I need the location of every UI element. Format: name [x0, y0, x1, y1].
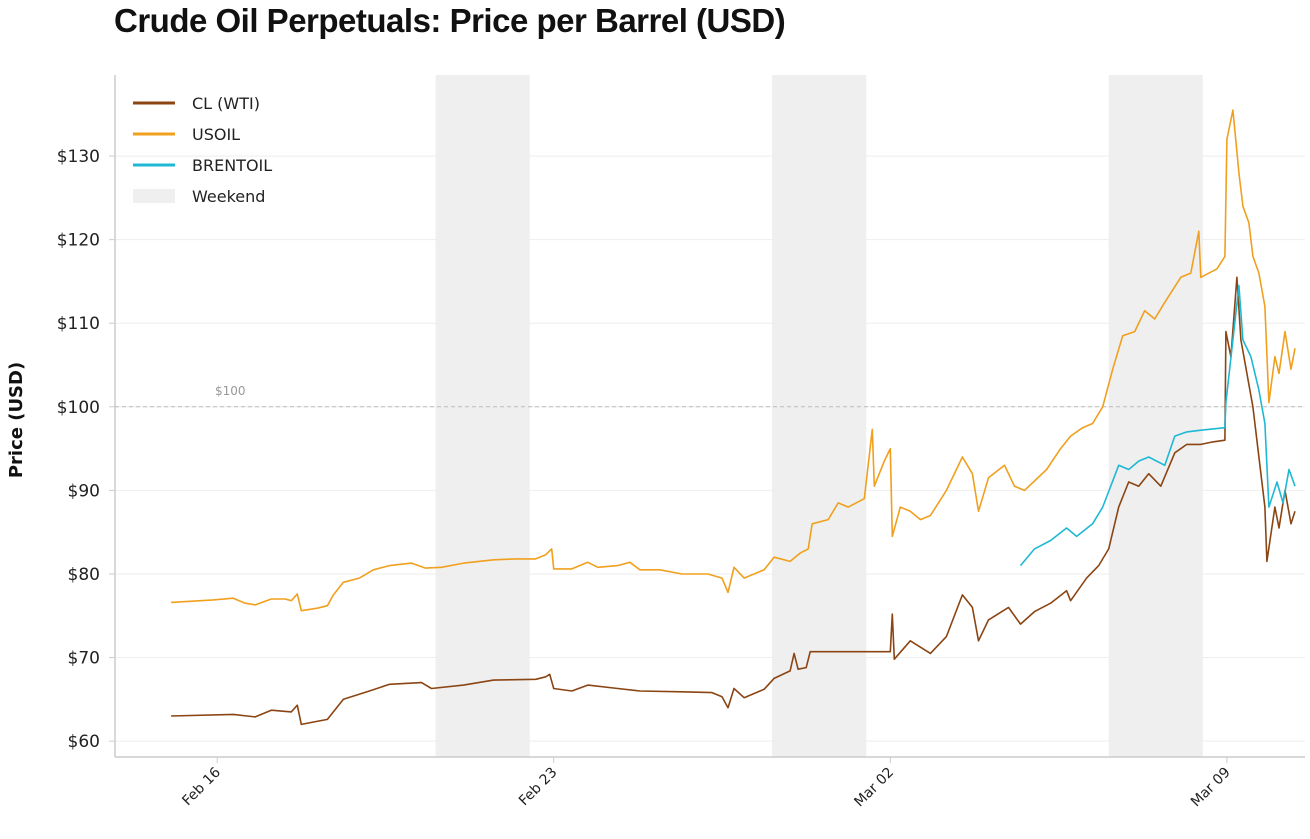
- y-tick-label: $120: [57, 231, 100, 251]
- legend-swatch-weekend: [133, 189, 175, 203]
- series-line-brentoil: [1019, 284, 1296, 567]
- weekend-shading: [435, 75, 1203, 757]
- reference-line-group: $100: [115, 384, 1305, 408]
- y-tick-label: $60: [68, 732, 100, 752]
- y-tick-label: $70: [68, 649, 100, 669]
- series-line-usoil: [171, 109, 1296, 612]
- legend-label: Weekend: [192, 187, 265, 206]
- series-lines: [171, 109, 1296, 726]
- x-tick-label: Feb 16: [179, 764, 224, 809]
- legend: CL (WTI) USOIL BRENTOIL Weekend: [133, 94, 272, 206]
- series-line-cl-wti: [171, 276, 1296, 726]
- y-axis-label: Price (USD): [6, 362, 27, 478]
- y-tick-label: $100: [57, 398, 100, 418]
- y-tick-label: $80: [68, 565, 100, 585]
- chart-title: Crude Oil Perpetuals: Price per Barrel (…: [114, 2, 786, 39]
- legend-label: BRENTOIL: [192, 156, 272, 175]
- legend-label: CL (WTI): [192, 94, 260, 113]
- x-tick-label: Mar 09: [1188, 765, 1234, 811]
- x-tick-label: Feb 23: [516, 765, 561, 810]
- weekend-band: [1108, 75, 1203, 757]
- reference-line-label: $100: [215, 384, 246, 398]
- y-tick-label: $110: [57, 314, 100, 334]
- y-tick-label: $130: [57, 147, 100, 167]
- y-tick-label: $90: [68, 481, 100, 501]
- weekend-band: [772, 75, 867, 757]
- x-tick-label: Mar 02: [851, 765, 897, 811]
- legend-label: USOIL: [192, 125, 240, 144]
- weekend-band: [435, 75, 530, 757]
